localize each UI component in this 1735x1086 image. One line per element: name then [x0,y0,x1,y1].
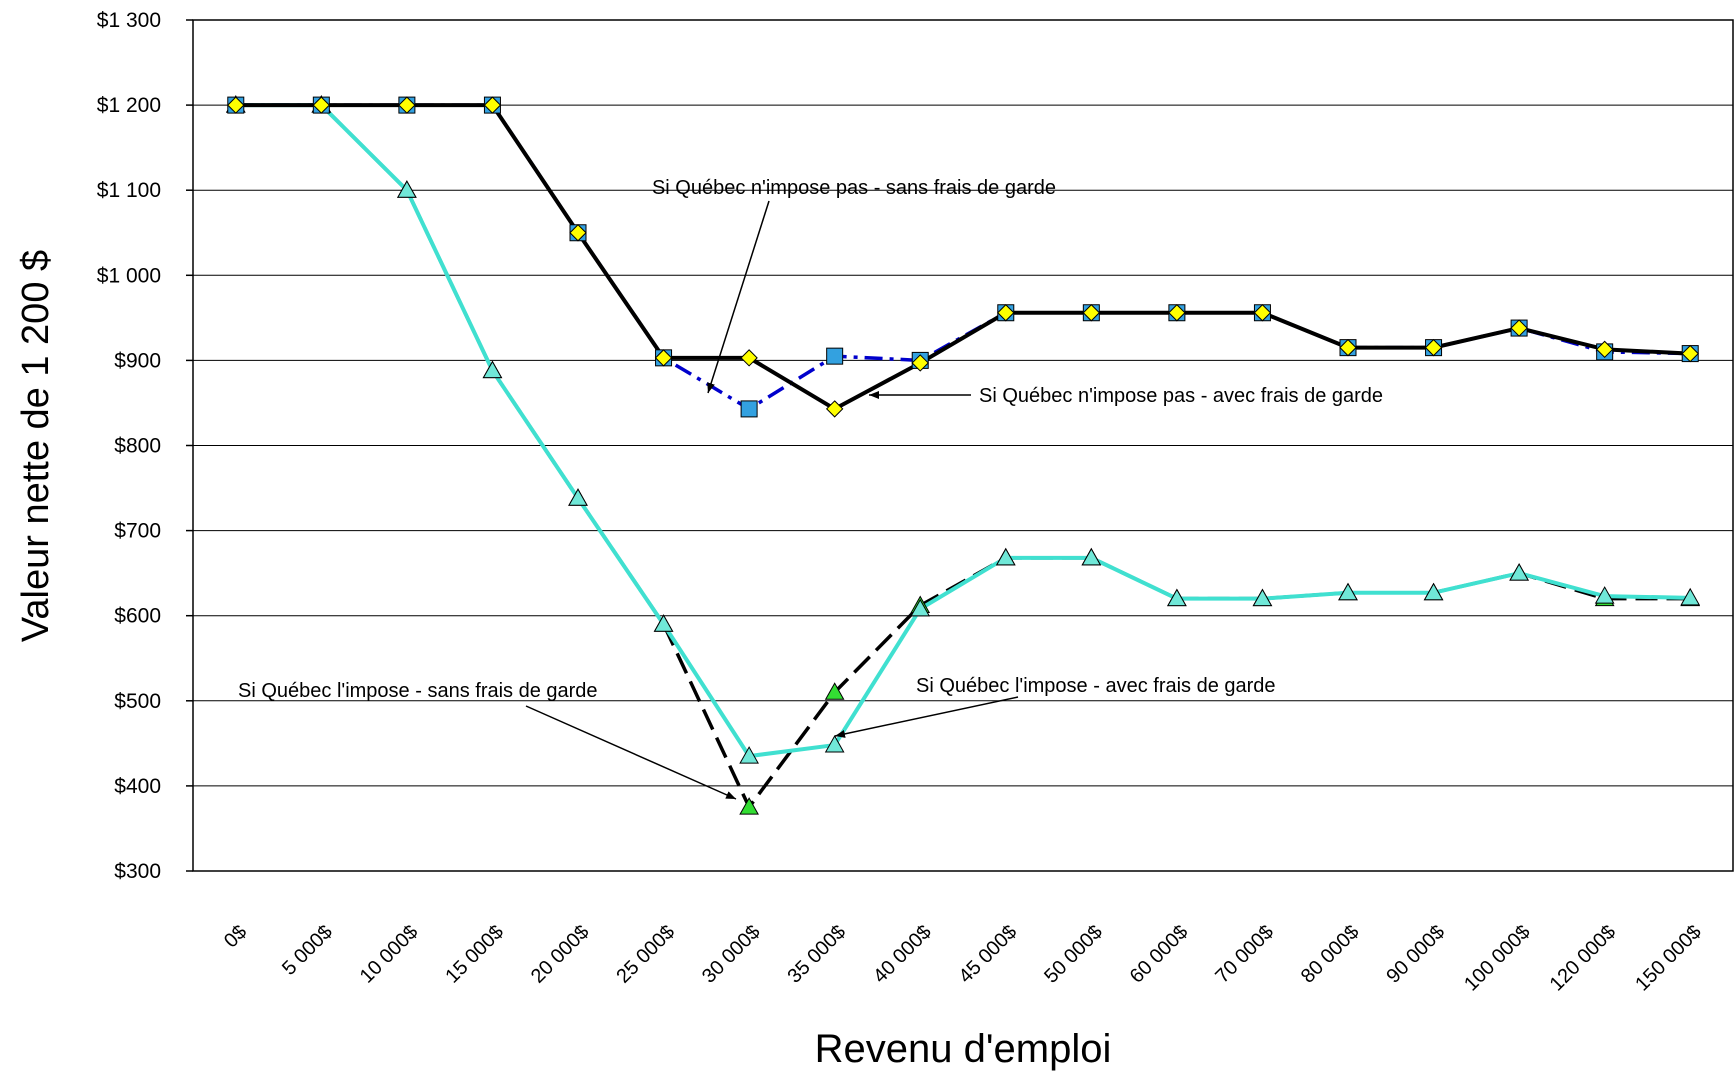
marker [483,96,502,114]
annotation: Si Québec l'impose - avec frais de garde [916,675,1276,697]
marker [1082,304,1101,322]
marker [312,96,331,114]
series-line [235,103,1691,411]
x-tick-label: 80 000$ [1297,921,1364,988]
marker [1168,304,1186,322]
y-tick-label: $800 [114,435,161,458]
x-tick-label: 70 000$ [1211,921,1278,988]
y-axis-title: Valeur nette de 1 200 $ [15,250,57,642]
marker [1167,588,1187,607]
marker [997,304,1015,322]
annotation-arrow [834,696,1019,738]
marker [1680,587,1701,606]
marker [568,488,588,506]
y-tick-label: $1 000 [97,264,161,287]
marker [910,598,931,617]
series-line [235,103,1691,759]
annotation: Si Québec l'impose - sans frais de garde [238,680,598,702]
series-line [235,103,1691,411]
y-tick-label: $1 100 [97,179,161,202]
x-tick-label: 0$ [220,921,251,952]
marker [824,682,845,700]
x-tick-label: 120 000$ [1546,921,1621,996]
x-tick-label: 100 000$ [1460,921,1535,996]
marker [739,797,759,815]
y-tick-label: $900 [114,349,161,372]
annotation-arrow [707,200,770,394]
y-tick-label: $700 [114,520,161,543]
x-tick-label: 35 000$ [784,921,851,988]
y-tick-label: $1 200 [97,94,161,117]
marker [1423,582,1444,601]
annotation: Si Québec n'impose pas - sans frais de g… [652,177,1056,199]
marker [1424,338,1443,357]
x-tick-label: 40 000$ [869,921,936,988]
x-tick-label: 150 000$ [1631,921,1706,996]
marker [739,746,759,764]
x-tick-label: 60 000$ [1126,921,1193,988]
y-tick-label: $500 [114,690,161,713]
marker [824,735,845,753]
x-tick-label: 15 000$ [441,921,508,988]
marker [569,224,587,242]
x-tick-label: 10 000$ [356,921,423,988]
x-tick-label: 25 000$ [612,921,679,988]
marker [397,180,417,198]
marker [1510,319,1528,337]
y-tick-label: $600 [114,605,161,628]
marker [653,614,674,632]
x-tick-label: 30 000$ [698,921,765,988]
marker [740,400,758,418]
marker [1081,547,1102,566]
marker [740,349,758,367]
marker [654,349,673,367]
marker [482,360,503,379]
marker [995,547,1016,566]
y-tick-label: $400 [114,775,161,798]
marker [1681,344,1699,363]
annotation-arrow [525,705,737,800]
marker [398,96,416,114]
y-tick-label: $300 [114,860,161,883]
marker [1253,304,1272,322]
plot-frame [192,19,1734,872]
y-tick-label: $1 300 [97,9,161,32]
marker [1595,340,1614,359]
marker [1252,588,1273,607]
x-tick-label: 45 000$ [955,921,1022,988]
x-tick-label: 20 000$ [527,921,594,988]
marker [1339,338,1357,357]
marker [1338,582,1358,601]
annotation: Si Québec n'impose pas - avec frais de g… [979,385,1383,407]
marker [911,354,929,372]
marker [1509,563,1529,581]
x-tick-label: 90 000$ [1382,921,1449,988]
x-tick-label: 50 000$ [1040,921,1107,988]
marker [825,400,844,418]
x-tick-label: 5 000$ [278,921,337,980]
marker [227,96,245,114]
x-axis-title: Revenu d'emploi [815,1027,1112,1071]
marker [1594,586,1615,604]
marker [826,347,844,365]
